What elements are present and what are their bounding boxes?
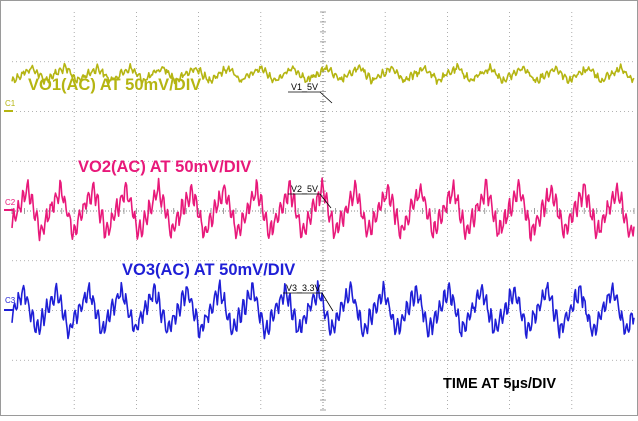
channel-1-probe-pointer — [319, 91, 333, 104]
channel-1-probe-label: V1_5V — [291, 82, 318, 92]
channel-1-labels: VO1(AC) AT 50mV/DIV V1_5V C1 — [4, 76, 333, 112]
channel-2-probe-pointer — [319, 193, 332, 209]
channel-3-title: VO3(AC) AT 50mV/DIV — [122, 261, 295, 279]
channel-2-labels: VO2(AC) AT 50mV/DIV V2_5V C2 — [4, 158, 332, 211]
channel-3-probe-label: V3_3.3V — [286, 283, 321, 293]
channel-2-marker: C2 — [5, 198, 16, 207]
channel-2-title: VO2(AC) AT 50mV/DIV — [78, 158, 251, 176]
traces — [11, 62, 635, 340]
channel-3-marker: C3 — [5, 296, 16, 305]
channel-3-probe-pointer — [321, 292, 334, 312]
channel-2-trace — [11, 177, 635, 242]
channel-3-trace — [11, 279, 635, 340]
channel-2-probe-label: V2_5V — [291, 184, 318, 194]
time-base-label: TIME AT 5µs/DIV — [443, 376, 556, 392]
channel-1-title: VO1(AC) AT 50mV/DIV — [28, 76, 201, 94]
channel-3-labels: VO3(AC) AT 50mV/DIV V3_3.3V C3 — [4, 261, 334, 312]
channel-1-marker: C1 — [5, 99, 16, 108]
channel-1-trace — [11, 62, 635, 85]
